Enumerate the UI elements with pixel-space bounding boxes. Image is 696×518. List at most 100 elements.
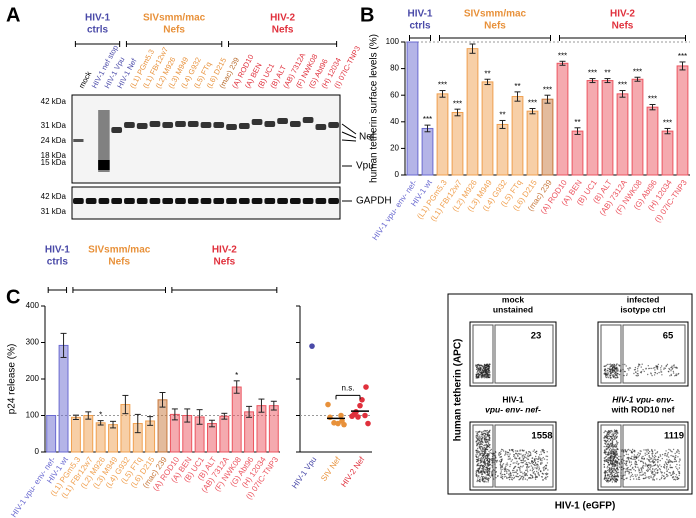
- event-dot: [480, 368, 482, 370]
- event-dot: [630, 463, 633, 466]
- event-dot: [650, 464, 652, 466]
- event-dot: [539, 457, 541, 459]
- event-dot: [649, 367, 651, 370]
- significance: **: [484, 69, 490, 78]
- event-dot: [620, 459, 623, 461]
- event-dot: [624, 474, 626, 476]
- event-dot: [484, 432, 486, 434]
- event-dot: [545, 474, 548, 476]
- event-dot: [513, 476, 516, 479]
- event-dot: [485, 478, 488, 480]
- band-pointer: [341, 131, 357, 139]
- event-dot: [475, 449, 477, 452]
- data-point: [355, 414, 361, 420]
- event-dot: [478, 365, 481, 367]
- event-dot: [609, 469, 611, 472]
- event-dot: [605, 373, 608, 375]
- event-dot: [524, 474, 526, 476]
- event-dot: [475, 440, 477, 442]
- event-dot: [623, 478, 625, 481]
- event-dot: [614, 431, 617, 433]
- event-dot: [604, 372, 606, 374]
- event-dot: [536, 466, 538, 468]
- event-dot: [671, 466, 674, 469]
- event-dot: [486, 469, 488, 472]
- significance: ***: [558, 51, 567, 60]
- event-dot: [499, 462, 502, 464]
- event-dot: [641, 474, 643, 476]
- event-dot: [478, 451, 480, 454]
- event-dot: [498, 460, 501, 462]
- event-dot: [491, 460, 493, 462]
- event-dot: [611, 435, 613, 437]
- event-dot: [614, 449, 616, 451]
- event-dot: [541, 462, 543, 464]
- event-dot: [485, 370, 487, 372]
- event-dot: [487, 365, 489, 368]
- gate-count: 23: [531, 331, 542, 342]
- event-dot: [519, 474, 521, 477]
- event-dot: [482, 462, 484, 464]
- event-dot: [611, 438, 613, 440]
- plot-title: mock: [502, 294, 524, 304]
- event-dot: [634, 470, 637, 472]
- event-dot: [613, 364, 616, 366]
- event-dot: [617, 474, 619, 476]
- event-dot: [605, 471, 607, 474]
- y-tick-label: 0: [35, 447, 40, 456]
- event-dot: [669, 449, 671, 451]
- y-tick-label: 80: [390, 64, 399, 73]
- event-dot: [637, 478, 640, 480]
- marker-label: 42 kDa: [41, 192, 67, 201]
- event-dot: [607, 457, 609, 459]
- event-dot: [657, 466, 659, 468]
- event-dot: [523, 457, 526, 459]
- bar: [481, 81, 494, 176]
- event-dot: [500, 456, 502, 458]
- event-dot: [617, 463, 619, 465]
- event-dot: [504, 450, 507, 453]
- event-dot: [481, 477, 484, 479]
- event-dot: [540, 470, 542, 472]
- event-dot: [609, 460, 611, 463]
- event-dot: [620, 449, 622, 451]
- event-dot: [611, 477, 614, 479]
- event-dot: [475, 431, 477, 433]
- event-dot: [509, 476, 511, 479]
- group-label: SIVsmm/mac: [143, 13, 206, 24]
- event-dot: [475, 435, 477, 437]
- event-dot: [501, 475, 504, 478]
- event-dot: [607, 453, 610, 455]
- event-dot: [664, 478, 666, 480]
- bar: [511, 96, 524, 176]
- event-dot: [643, 472, 646, 474]
- event-dot: [482, 366, 485, 369]
- event-dot: [672, 476, 674, 478]
- event-dot: [617, 432, 619, 434]
- event-dot: [603, 439, 605, 441]
- bar: [451, 111, 464, 176]
- event-dot: [616, 457, 618, 459]
- event-dot: [625, 477, 627, 480]
- event-dot: [485, 481, 487, 483]
- event-dot: [528, 451, 530, 453]
- event-dot: [503, 473, 506, 476]
- event-dot: [497, 475, 499, 477]
- event-dot: [603, 466, 606, 468]
- event-dot: [616, 372, 618, 374]
- event-dot: [478, 470, 480, 473]
- event-dot: [480, 377, 483, 379]
- event-dot: [480, 446, 483, 448]
- event-dot: [643, 370, 645, 373]
- event-dot: [613, 477, 615, 479]
- event-dot: [534, 475, 537, 477]
- event-dot: [666, 470, 668, 472]
- event-dot: [650, 470, 652, 472]
- event-dot: [656, 478, 658, 480]
- plot-title: with ROD10 nef: [611, 404, 675, 414]
- event-dot: [528, 461, 530, 464]
- event-dot: [538, 469, 540, 471]
- event-dot: [615, 430, 618, 432]
- event-dot: [606, 438, 608, 440]
- event-dot: [485, 433, 487, 436]
